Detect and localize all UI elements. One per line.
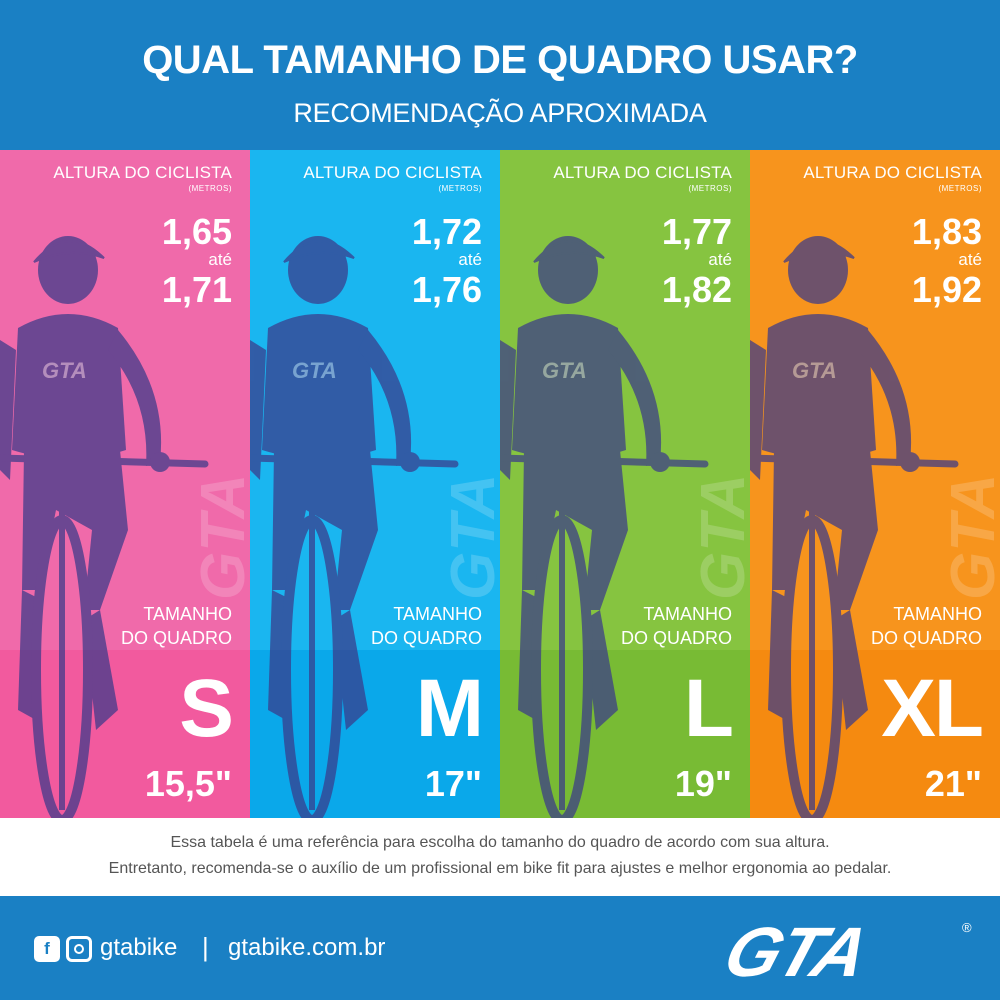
frame-size-label-line2: DO QUADRO	[120, 628, 232, 648]
frame-size-label-line2: DO QUADRO	[870, 628, 982, 648]
gta-watermark-icon: GTA	[696, 474, 750, 600]
svg-text:GTA: GTA	[446, 474, 500, 600]
rider-height-label: ALTURA DO CICLISTA	[303, 163, 482, 182]
frame-size-inches: 17"	[424, 763, 482, 804]
social-icons: f	[34, 936, 92, 962]
height-max: 1,82	[661, 269, 732, 310]
header-banner: QUAL TAMANHO DE QUADRO USAR? RECOMENDAÇÃ…	[0, 0, 1000, 150]
footer-separator: |	[202, 932, 209, 962]
frame-size-letter: M	[415, 663, 484, 754]
height-max: 1,92	[911, 269, 982, 310]
rider-height-unit: (METROS)	[188, 184, 232, 193]
svg-text:GTA: GTA	[946, 474, 1000, 600]
page-subtitle: RECOMENDAÇÃO APROXIMADA	[293, 98, 707, 128]
size-columns: GTA GTA ALTURA DO CICLISTA (METROS) 1,65…	[0, 150, 1000, 818]
cyclist-illustration-icon: GTA	[750, 236, 959, 818]
frame-size-label: TAMANHO DO QUADRO	[371, 602, 482, 650]
size-column-m: GTA GTA ALTURA DO CICLISTA (METROS) 1,72…	[250, 150, 500, 818]
frame-size-label-line1: TAMANHO	[393, 604, 482, 624]
rider-height-unit: (METROS)	[438, 184, 482, 193]
footer-bar: f gtabike | gtabike.com.br GTA ®	[0, 896, 1000, 1000]
frame-size-label: TAMANHO DO QUADRO	[621, 602, 732, 650]
disclaimer-line2: Entretanto, recomenda-se o auxílio de um…	[108, 860, 892, 877]
height-min: 1,65	[161, 211, 232, 252]
svg-text:GTA: GTA	[542, 358, 587, 383]
size-column-s: GTA GTA ALTURA DO CICLISTA (METROS) 1,65…	[0, 150, 250, 818]
gta-logo-icon: GTA ®	[715, 914, 972, 986]
rider-height-label: ALTURA DO CICLISTA	[803, 163, 982, 182]
size-column-xl: GTA GTA ALTURA DO CICLISTA (METROS) 1,83…	[750, 150, 1000, 818]
logo-text: GTA	[715, 914, 877, 986]
cyclist-illustration-icon: GTA	[250, 236, 459, 818]
frame-size-label-line2: DO QUADRO	[620, 628, 732, 648]
frame-size-letter: S	[179, 663, 234, 754]
height-range-separator: até	[708, 250, 732, 269]
cyclist-illustration-icon: GTA	[500, 236, 709, 818]
disclaimer-line1: Essa tabela é uma referência para escolh…	[170, 834, 830, 851]
frame-size-inches: 19"	[674, 763, 732, 804]
height-range-separator: até	[458, 250, 482, 269]
svg-text:GTA: GTA	[696, 474, 750, 600]
rider-height-unit: (METROS)	[938, 184, 982, 193]
frame-size-label: TAMANHO DO QUADRO	[121, 602, 232, 650]
svg-text:GTA: GTA	[196, 474, 250, 600]
frame-size-label-line1: TAMANHO	[643, 604, 732, 624]
svg-text:GTA: GTA	[42, 358, 87, 383]
gta-watermark-icon: GTA	[446, 474, 500, 600]
rider-height-label: ALTURA DO CICLISTA	[53, 163, 232, 182]
height-min: 1,72	[411, 211, 482, 252]
frame-size-label-line2: DO QUADRO	[370, 628, 482, 648]
frame-size-inches: 15,5"	[144, 763, 232, 804]
frame-size-inches: 21"	[924, 763, 982, 804]
cyclist-illustration-icon: GTA	[0, 236, 209, 818]
logo-registered-mark: ®	[962, 920, 972, 935]
height-min: 1,77	[661, 211, 732, 252]
gta-watermark-icon: GTA	[196, 474, 250, 600]
svg-text:GTA: GTA	[292, 358, 337, 383]
rider-height-unit: (METROS)	[688, 184, 732, 193]
frame-size-label-line1: TAMANHO	[143, 604, 232, 624]
frame-size-label-line1: TAMANHO	[893, 604, 982, 624]
disclaimer-note: Essa tabela é uma referência para escolh…	[0, 818, 1000, 896]
instagram-icon[interactable]	[66, 936, 92, 962]
height-max: 1,71	[161, 269, 232, 310]
social-handle[interactable]: gtabike	[100, 934, 178, 961]
height-max: 1,76	[411, 269, 482, 310]
page-title: QUAL TAMANHO DE QUADRO USAR?	[142, 38, 858, 82]
svg-text:GTA: GTA	[792, 358, 837, 383]
frame-size-letter: L	[683, 663, 734, 754]
facebook-icon[interactable]: f	[34, 936, 60, 962]
frame-size-letter: XL	[881, 663, 984, 754]
height-range-separator: até	[208, 250, 232, 269]
rider-height-label: ALTURA DO CICLISTA	[553, 163, 732, 182]
website-link[interactable]: gtabike.com.br	[228, 934, 386, 961]
height-range-separator: até	[958, 250, 982, 269]
size-column-l: GTA GTA ALTURA DO CICLISTA (METROS) 1,77…	[500, 150, 750, 818]
frame-size-label: TAMANHO DO QUADRO	[871, 602, 982, 650]
gta-watermark-icon: GTA	[946, 474, 1000, 600]
height-min: 1,83	[911, 211, 982, 252]
